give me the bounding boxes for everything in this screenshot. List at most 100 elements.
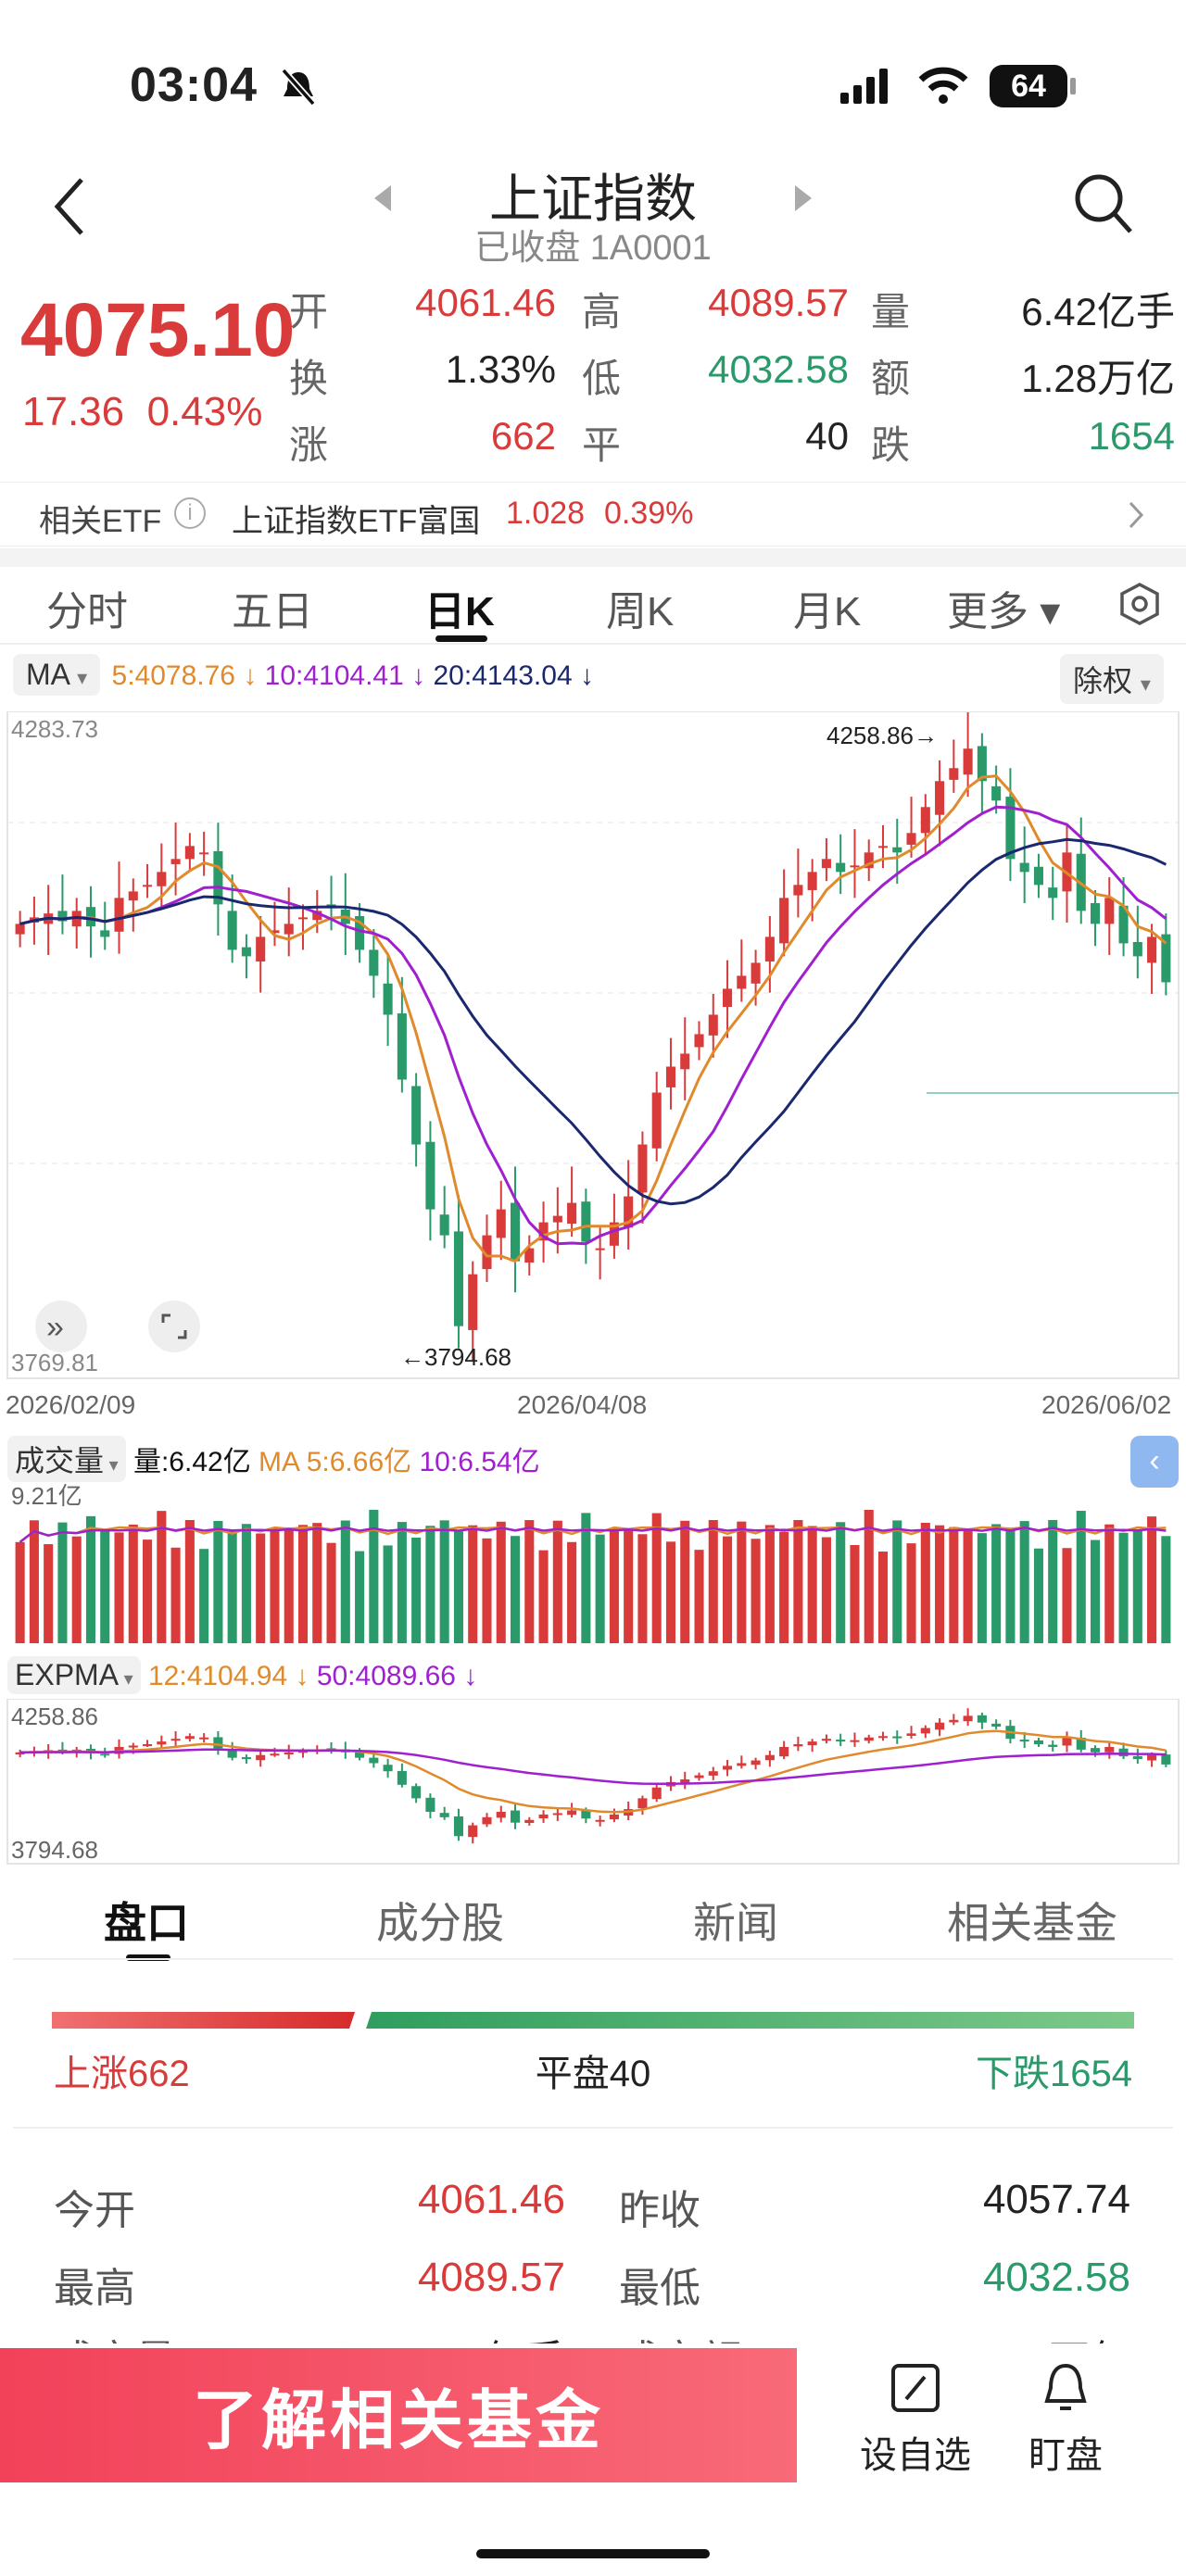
kline-chart[interactable]: 4283.73 3769.81 4258.86→ ←3794.68 2026/0… bbox=[0, 711, 1186, 1425]
collapse-panel-button[interactable]: ‹ bbox=[1130, 1436, 1179, 1488]
expma50-line bbox=[19, 1748, 1167, 1786]
learn-funds-button[interactable]: 了解相关基金 bbox=[0, 2348, 797, 2482]
expma-candle bbox=[411, 1786, 422, 1799]
next-index-icon[interactable] bbox=[793, 183, 814, 213]
adjust-select[interactable]: 除权 ▾ bbox=[1060, 654, 1164, 704]
volume-bar bbox=[170, 1547, 181, 1643]
ma20-arrow: ↓ bbox=[572, 660, 594, 691]
kline-candle bbox=[694, 1034, 704, 1048]
volume-bar bbox=[920, 1522, 930, 1643]
prev-index-icon[interactable] bbox=[372, 183, 393, 213]
volume-bar bbox=[751, 1539, 761, 1643]
volume-chart[interactable]: 9.21亿 bbox=[0, 1480, 1186, 1645]
expma-candle bbox=[1161, 1754, 1171, 1765]
low-marker: ←3794.68 bbox=[400, 1343, 511, 1371]
tab-news[interactable]: 新闻 bbox=[693, 1899, 778, 1947]
volume-bar bbox=[270, 1528, 280, 1643]
active-tab-indicator bbox=[435, 635, 487, 642]
volume-bar bbox=[369, 1509, 379, 1643]
volume-bar bbox=[297, 1525, 309, 1643]
volume-bar bbox=[397, 1522, 407, 1643]
kline-candle bbox=[737, 975, 747, 989]
kline-candle bbox=[100, 930, 110, 937]
back-icon[interactable] bbox=[52, 176, 89, 237]
volume-bar bbox=[821, 1537, 831, 1643]
tab-daily-k[interactable]: 日K bbox=[424, 589, 495, 635]
expma-ymax: 4258.86 bbox=[11, 1703, 98, 1730]
kline-candle bbox=[595, 1248, 605, 1250]
volume-bar bbox=[15, 1541, 25, 1643]
expma-indicator-select[interactable]: EXPMA ▾ bbox=[7, 1656, 141, 1694]
tab-monthly-k[interactable]: 月K bbox=[793, 589, 862, 635]
expma-candle bbox=[482, 1816, 492, 1825]
expma-candle bbox=[552, 1813, 562, 1816]
volume-bar bbox=[1132, 1529, 1142, 1643]
open-label: 开 bbox=[289, 290, 329, 333]
volume-bar bbox=[977, 1533, 987, 1643]
ma10-value: 10:4104.41 bbox=[264, 660, 404, 691]
volume-ma5: MA 5:6.66亿 bbox=[259, 1447, 412, 1477]
expma-candle bbox=[1147, 1754, 1157, 1761]
search-icon[interactable] bbox=[1073, 172, 1134, 237]
volume-bar bbox=[468, 1525, 478, 1643]
volume-bar bbox=[524, 1520, 535, 1643]
date-label-start: 2026/02/09 bbox=[6, 1390, 135, 1419]
kline-candle bbox=[284, 924, 294, 935]
expma-candle bbox=[920, 1728, 930, 1734]
kline-candle bbox=[496, 1209, 506, 1238]
expma50-arrow: ↓ bbox=[455, 1661, 478, 1691]
tab-related-funds[interactable]: 相关基金 bbox=[947, 1899, 1117, 1947]
volume-ymax: 9.21亿 bbox=[11, 1482, 82, 1510]
kline-candle bbox=[1104, 898, 1115, 924]
related-etf-bar[interactable]: 相关ETF i 上证指数ETF富国 1.028 0.39% bbox=[0, 482, 1186, 547]
chevron-right-icon bbox=[1129, 501, 1144, 529]
expma-candle bbox=[297, 1751, 309, 1753]
amount-value: 1.28万亿 bbox=[1021, 357, 1175, 400]
today-open-value: 4061.46 bbox=[417, 2177, 565, 2222]
volume-bar bbox=[680, 1520, 690, 1643]
advancers-label: 涨 bbox=[289, 423, 329, 467]
volume-bar bbox=[411, 1537, 422, 1643]
settings-hexagon-icon[interactable] bbox=[1117, 582, 1162, 626]
expma-candle bbox=[425, 1797, 435, 1813]
kline-candle bbox=[906, 833, 916, 845]
volume-bar bbox=[85, 1515, 96, 1643]
expma-candle bbox=[199, 1737, 209, 1740]
expma-candle bbox=[468, 1825, 478, 1838]
kline-candle bbox=[114, 898, 124, 932]
kline-candle bbox=[821, 859, 831, 869]
unchanged-label: 平 bbox=[582, 423, 622, 467]
kline-candle bbox=[524, 1248, 535, 1263]
expma-candle bbox=[170, 1739, 181, 1741]
kline-candle bbox=[227, 911, 237, 950]
monitor-button[interactable]: 盯盘 bbox=[1001, 2360, 1130, 2479]
tab-constituents[interactable]: 成分股 bbox=[376, 1899, 504, 1947]
page-title: 上证指数 bbox=[489, 170, 697, 228]
volume-bar bbox=[877, 1552, 889, 1643]
kline-candle bbox=[157, 872, 167, 886]
expma-candle bbox=[213, 1737, 223, 1749]
ma5-value: 5:4078.76 bbox=[111, 660, 235, 691]
prev-close-value: 4057.74 bbox=[982, 2177, 1130, 2222]
low-label: 低 bbox=[582, 357, 622, 400]
tab-weekly-k[interactable]: 周K bbox=[606, 589, 675, 635]
volume-indicator-select[interactable]: 成交量 ▾ bbox=[7, 1436, 126, 1482]
expma-candle bbox=[963, 1715, 973, 1722]
expma50-value: 50:4089.66 bbox=[316, 1661, 456, 1691]
volume-bar bbox=[836, 1522, 846, 1643]
tab-order-book[interactable]: 盘口 bbox=[104, 1899, 189, 1947]
volume-bar bbox=[71, 1536, 82, 1643]
info-icon[interactable]: i bbox=[174, 497, 206, 529]
tab-intraday[interactable]: 分时 bbox=[46, 589, 128, 635]
tab-five-day[interactable]: 五日 bbox=[232, 589, 313, 635]
kline-candle bbox=[581, 1201, 591, 1242]
kline-candle bbox=[991, 785, 1002, 801]
divider bbox=[0, 548, 1186, 567]
tab-more[interactable]: 更多 ▾ bbox=[947, 589, 1061, 635]
add-watchlist-button[interactable]: 设自选 bbox=[851, 2360, 980, 2479]
prev-close-label: 昨收 bbox=[619, 2188, 700, 2233]
volume-bar bbox=[157, 1511, 167, 1643]
volume-bar bbox=[1062, 1548, 1072, 1643]
expma-chart[interactable]: 4258.86 3794.68 bbox=[0, 1699, 1186, 1866]
ma-indicator-select[interactable]: MA ▾ bbox=[13, 654, 101, 696]
